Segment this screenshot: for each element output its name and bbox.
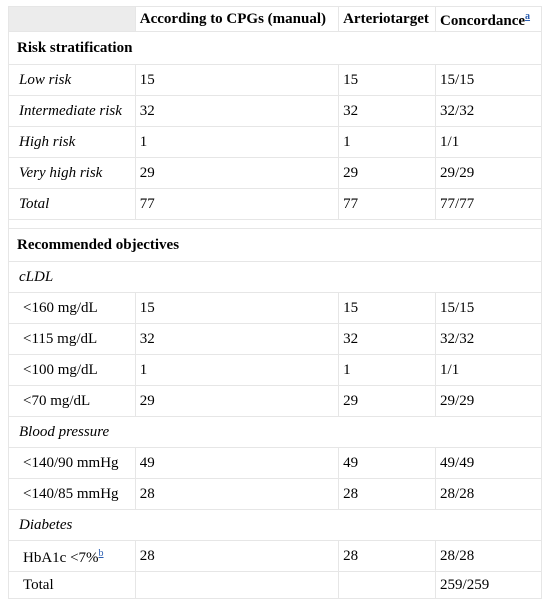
row-label: Intermediate risk [8, 95, 136, 127]
cell-cpg: 77 [134, 188, 340, 220]
row-label: <115 mg/dL [8, 323, 136, 355]
cell-cpg [134, 571, 340, 599]
table-row: Total 77 77 77/77 [8, 188, 542, 220]
cell-cpg: 28 [134, 540, 340, 572]
cell-concordance: 49/49 [435, 447, 542, 479]
cell-arteriotarget: 32 [338, 95, 437, 127]
cell-arteriotarget: 1 [338, 126, 437, 158]
section-risk-title: Risk stratification [8, 31, 542, 65]
row-label: <70 mg/dL [8, 385, 136, 417]
header-blank-cell [8, 6, 136, 32]
section-objectives-title: Recommended objectives [8, 228, 542, 262]
spacer-cell [8, 219, 542, 229]
cell-arteriotarget: 1 [338, 354, 437, 386]
cell-arteriotarget: 29 [338, 157, 437, 189]
table-row: Intermediate risk 32 32 32/32 [8, 95, 542, 127]
concordance-table: According to CPGs (manual) Arteriotarget… [8, 6, 542, 599]
cell-arteriotarget: 15 [338, 64, 437, 96]
total-row: Total 259/259 [8, 571, 542, 599]
subgroup-row: cLDL [8, 261, 542, 293]
table-row: <160 mg/dL 15 15 15/15 [8, 292, 542, 324]
cell-cpg: 32 [134, 323, 340, 355]
row-label: HbA1c <7%b [8, 540, 136, 572]
row-label: <160 mg/dL [8, 292, 136, 324]
footnote-b-link[interactable]: b [98, 548, 104, 559]
spacer-row [8, 219, 542, 229]
table-row: <70 mg/dL 29 29 29/29 [8, 385, 542, 417]
row-label: High risk [8, 126, 136, 158]
cell-arteriotarget [338, 571, 437, 599]
cell-cpg: 49 [134, 447, 340, 479]
table-row: <115 mg/dL 32 32 32/32 [8, 323, 542, 355]
cell-concordance: 32/32 [435, 95, 542, 127]
cell-cpg: 1 [134, 126, 340, 158]
row-label: <140/90 mmHg [8, 447, 136, 479]
cell-cpg: 28 [134, 478, 340, 510]
cell-concordance: 32/32 [435, 323, 542, 355]
row-label: Total [8, 188, 136, 220]
cell-cpg: 32 [134, 95, 340, 127]
cell-arteriotarget: 77 [338, 188, 437, 220]
cell-cpg: 29 [134, 157, 340, 189]
cell-arteriotarget: 15 [338, 292, 437, 324]
table-row: Low risk 15 15 15/15 [8, 64, 542, 96]
table-row: Very high risk 29 29 29/29 [8, 157, 542, 189]
table-row: <140/85 mmHg 28 28 28/28 [8, 478, 542, 510]
cell-concordance: 29/29 [435, 157, 542, 189]
cell-concordance: 29/29 [435, 385, 542, 417]
cell-cpg: 15 [134, 64, 340, 96]
header-concordance-label: Concordance [440, 13, 526, 29]
row-label: Low risk [8, 64, 136, 96]
cell-concordance: 259/259 [435, 571, 542, 599]
cell-arteriotarget: 28 [338, 478, 437, 510]
cell-cpg: 29 [134, 385, 340, 417]
cell-arteriotarget: 49 [338, 447, 437, 479]
cell-concordance: 77/77 [435, 188, 542, 220]
cell-arteriotarget: 28 [338, 540, 437, 572]
header-arteriotarget: Arteriotarget [338, 6, 437, 32]
cell-concordance: 28/28 [435, 540, 542, 572]
table-row: <140/90 mmHg 49 49 49/49 [8, 447, 542, 479]
cell-concordance: 28/28 [435, 478, 542, 510]
section-row: Risk stratification [8, 31, 542, 65]
cell-arteriotarget: 29 [338, 385, 437, 417]
header-cpg: According to CPGs (manual) [134, 6, 340, 32]
row-label: Very high risk [8, 157, 136, 189]
row-label: <140/85 mmHg [8, 478, 136, 510]
table-row: High risk 1 1 1/1 [8, 126, 542, 158]
subgroup-row: Blood pressure [8, 416, 542, 448]
row-label: Total [8, 571, 136, 599]
cell-concordance: 1/1 [435, 354, 542, 386]
subgroup-blood-pressure: Blood pressure [8, 416, 542, 448]
cell-cpg: 15 [134, 292, 340, 324]
table-row: <100 mg/dL 1 1 1/1 [8, 354, 542, 386]
cell-concordance: 1/1 [435, 126, 542, 158]
row-label: <100 mg/dL [8, 354, 136, 386]
hba1c-label: HbA1c <7% [23, 550, 99, 566]
subgroup-cldl: cLDL [8, 261, 542, 293]
footnote-a-link[interactable]: a [525, 11, 531, 22]
header-concordance: Concordancea [435, 6, 542, 32]
subgroup-row: Diabetes [8, 509, 542, 541]
cell-concordance: 15/15 [435, 64, 542, 96]
section-row: Recommended objectives [8, 228, 542, 262]
subgroup-diabetes: Diabetes [8, 509, 542, 541]
table-row: HbA1c <7%b 28 28 28/28 [8, 540, 542, 572]
cell-arteriotarget: 32 [338, 323, 437, 355]
cell-concordance: 15/15 [435, 292, 542, 324]
cell-cpg: 1 [134, 354, 340, 386]
header-row: According to CPGs (manual) Arteriotarget… [8, 6, 542, 32]
